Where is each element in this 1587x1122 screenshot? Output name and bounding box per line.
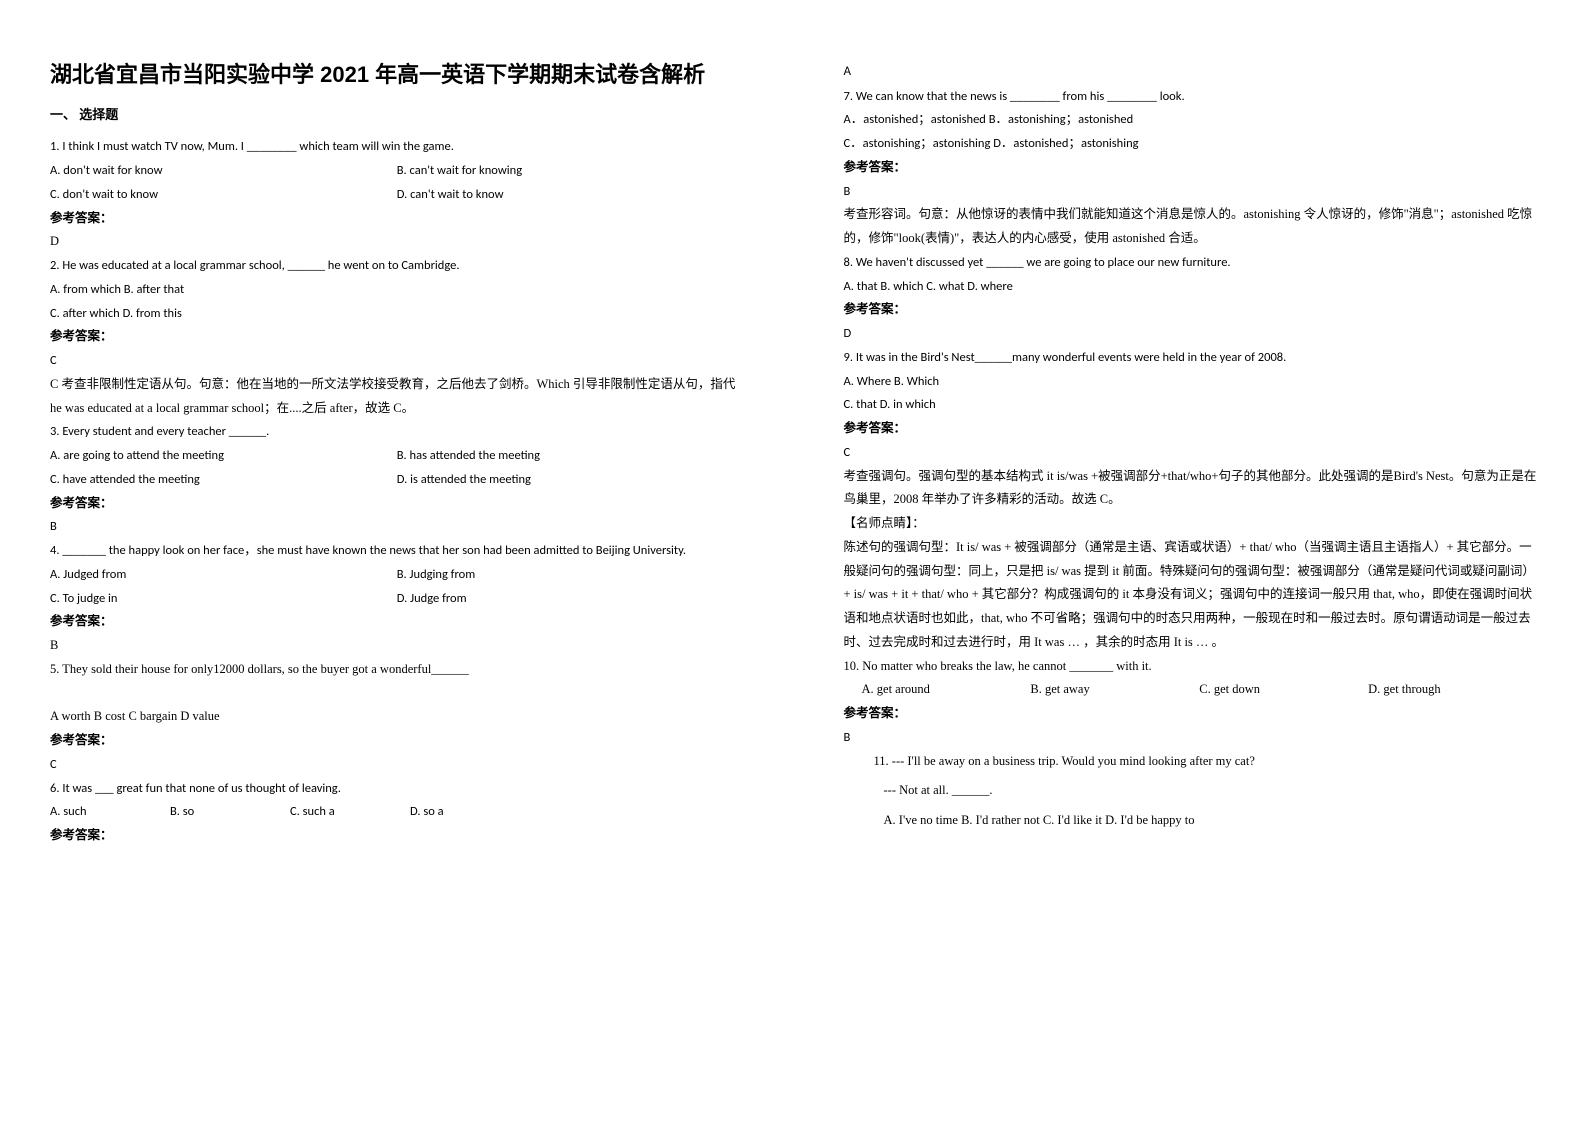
page-left: 湖北省宜昌市当阳实验中学 2021 年高一英语下学期期末试卷含解析 一、 选择题… (0, 0, 794, 1122)
q1-ans: D (50, 230, 744, 254)
q2-ans: C (50, 349, 744, 373)
q6-opt-b: B. so (170, 800, 290, 824)
q4-ans-label: 参考答案： (50, 610, 744, 634)
q6-ans-label: 参考答案： (50, 824, 744, 848)
q5-ans-label: 参考答案： (50, 729, 744, 753)
q4-stem: 4. _______ the happy look on her face，sh… (50, 539, 744, 563)
q1-row2: C. don't wait to know D. can't wait to k… (50, 183, 744, 207)
question-6: 6. It was ___ great fun that none of us … (50, 777, 744, 848)
question-5: 5. They sold their house for only12000 d… (50, 658, 744, 777)
q1-row1: A. don't wait for know B. can't wait for… (50, 159, 744, 183)
q7-ans: B (844, 180, 1538, 204)
q5-opts: A worth B cost C bargain D value (50, 705, 744, 729)
q8-ans-label: 参考答案： (844, 298, 1538, 322)
q8-stem: 8. We haven't discussed yet ______ we ar… (844, 251, 1538, 275)
question-3: 3. Every student and every teacher _____… (50, 420, 744, 539)
q3-row2: C. have attended the meeting D. is atten… (50, 468, 744, 492)
q1-opt-a: A. don't wait for know (50, 159, 397, 183)
q3-stem: 3. Every student and every teacher _____… (50, 420, 744, 444)
page-right: A 7. We can know that the news is ______… (794, 0, 1587, 1122)
q3-ans: B (50, 515, 744, 539)
q3-opt-d: D. is attended the meeting (397, 468, 744, 492)
q10-opt-c: C. get down (1199, 678, 1368, 702)
q9-ans-label: 参考答案： (844, 417, 1538, 441)
q6-opt-d: D. so a (410, 800, 530, 824)
q9-ans: C (844, 441, 1538, 465)
q2-opt-c: C. after which D. from this (50, 302, 744, 326)
question-7: 7. We can know that the news is ________… (844, 85, 1538, 251)
q2-stem: 2. He was educated at a local grammar sc… (50, 254, 744, 278)
q9-expl1: 考查强调句。强调句型的基本结构式 it is/was +被强调部分+that/w… (844, 465, 1538, 513)
q7-ans-label: 参考答案： (844, 156, 1538, 180)
q4-opt-c: C. To judge in (50, 587, 397, 611)
question-4: 4. _______ the happy look on her face，sh… (50, 539, 744, 658)
q9-opt-c: C. that D. in which (844, 393, 1538, 417)
q7-opt-a: A．astonished；astonished B．astonishing；as… (844, 108, 1538, 132)
q7-opt-c: C．astonishing；astonishing D．astonished；a… (844, 132, 1538, 156)
doc-title: 湖北省宜昌市当阳实验中学 2021 年高一英语下学期期末试卷含解析 (50, 60, 744, 91)
question-2: 2. He was educated at a local grammar sc… (50, 254, 744, 420)
q6-ans: A (844, 60, 1538, 85)
q4-ans: B (50, 634, 744, 658)
q9-stem: 9. It was in the Bird's Nest______many w… (844, 346, 1538, 370)
q8-ans: D (844, 322, 1538, 346)
q5-stem: 5. They sold their house for only12000 d… (50, 658, 744, 682)
q3-ans-label: 参考答案： (50, 492, 744, 516)
q1-ans-label: 参考答案： (50, 207, 744, 231)
q7-expl: 考查形容词。句意：从他惊讶的表情中我们就能知道这个消息是惊人的。astonish… (844, 203, 1538, 251)
q9-opt-a: A. Where B. Which (844, 370, 1538, 394)
q5-ans: C (50, 753, 744, 777)
q9-expl2: 陈述句的强调句型：It is/ was + 被强调部分（通常是主语、宾语或状语）… (844, 536, 1538, 655)
q10-opt-d: D. get through (1368, 678, 1537, 702)
q10-opt-b: B. get away (1030, 678, 1199, 702)
q4-row2: C. To judge in D. Judge from (50, 587, 744, 611)
q7-stem: 7. We can know that the news is ________… (844, 85, 1538, 109)
question-10: 10. No matter who breaks the law, he can… (844, 655, 1538, 750)
q3-opt-c: C. have attended the meeting (50, 468, 397, 492)
q10-stem: 10. No matter who breaks the law, he can… (844, 655, 1538, 679)
q11-stem2: --- Not at all. ______. (874, 779, 1538, 803)
q2-ans-label: 参考答案： (50, 325, 744, 349)
q1-stem: 1. I think I must watch TV now, Mum. I _… (50, 135, 744, 159)
q10-ans: B (844, 726, 1538, 750)
q10-row: A. get around B. get away C. get down D.… (844, 678, 1538, 702)
question-1: 1. I think I must watch TV now, Mum. I _… (50, 135, 744, 254)
q6-row: A. such B. so C. such a D. so a (50, 800, 530, 824)
question-9: 9. It was in the Bird's Nest______many w… (844, 346, 1538, 655)
q3-opt-b: B. has attended the meeting (397, 444, 744, 468)
q4-opt-b: B. Judging from (397, 563, 744, 587)
q8-opts: A. that B. which C. what D. where (844, 275, 1538, 299)
q4-opt-d: D. Judge from (397, 587, 744, 611)
q4-opt-a: A. Judged from (50, 563, 397, 587)
question-11: 11. --- I'll be away on a business trip.… (844, 750, 1538, 833)
q10-opt-a: A. get around (862, 678, 1031, 702)
question-8: 8. We haven't discussed yet ______ we ar… (844, 251, 1538, 346)
q6-opt-c: C. such a (290, 800, 410, 824)
q1-opt-d: D. can't wait to know (397, 183, 744, 207)
q10-ans-label: 参考答案： (844, 702, 1538, 726)
q11-stem1: 11. --- I'll be away on a business trip.… (874, 750, 1538, 774)
q6-stem: 6. It was ___ great fun that none of us … (50, 777, 744, 801)
q4-row1: A. Judged from B. Judging from (50, 563, 744, 587)
q2-expl: C 考查非限制性定语从句。句意：他在当地的一所文法学校接受教育，之后他去了剑桥。… (50, 373, 744, 421)
q3-row1: A. are going to attend the meeting B. ha… (50, 444, 744, 468)
q9-tip-label: 【名师点睛】： (844, 512, 1538, 536)
q6-opt-a: A. such (50, 800, 170, 824)
q1-opt-b: B. can't wait for knowing (397, 159, 744, 183)
q3-opt-a: A. are going to attend the meeting (50, 444, 397, 468)
q2-opt-a: A. from which B. after that (50, 278, 744, 302)
section-header: 一、 选择题 (50, 103, 744, 128)
q1-opt-c: C. don't wait to know (50, 183, 397, 207)
q11-opts: A. I've no time B. I'd rather not C. I'd… (874, 809, 1538, 833)
